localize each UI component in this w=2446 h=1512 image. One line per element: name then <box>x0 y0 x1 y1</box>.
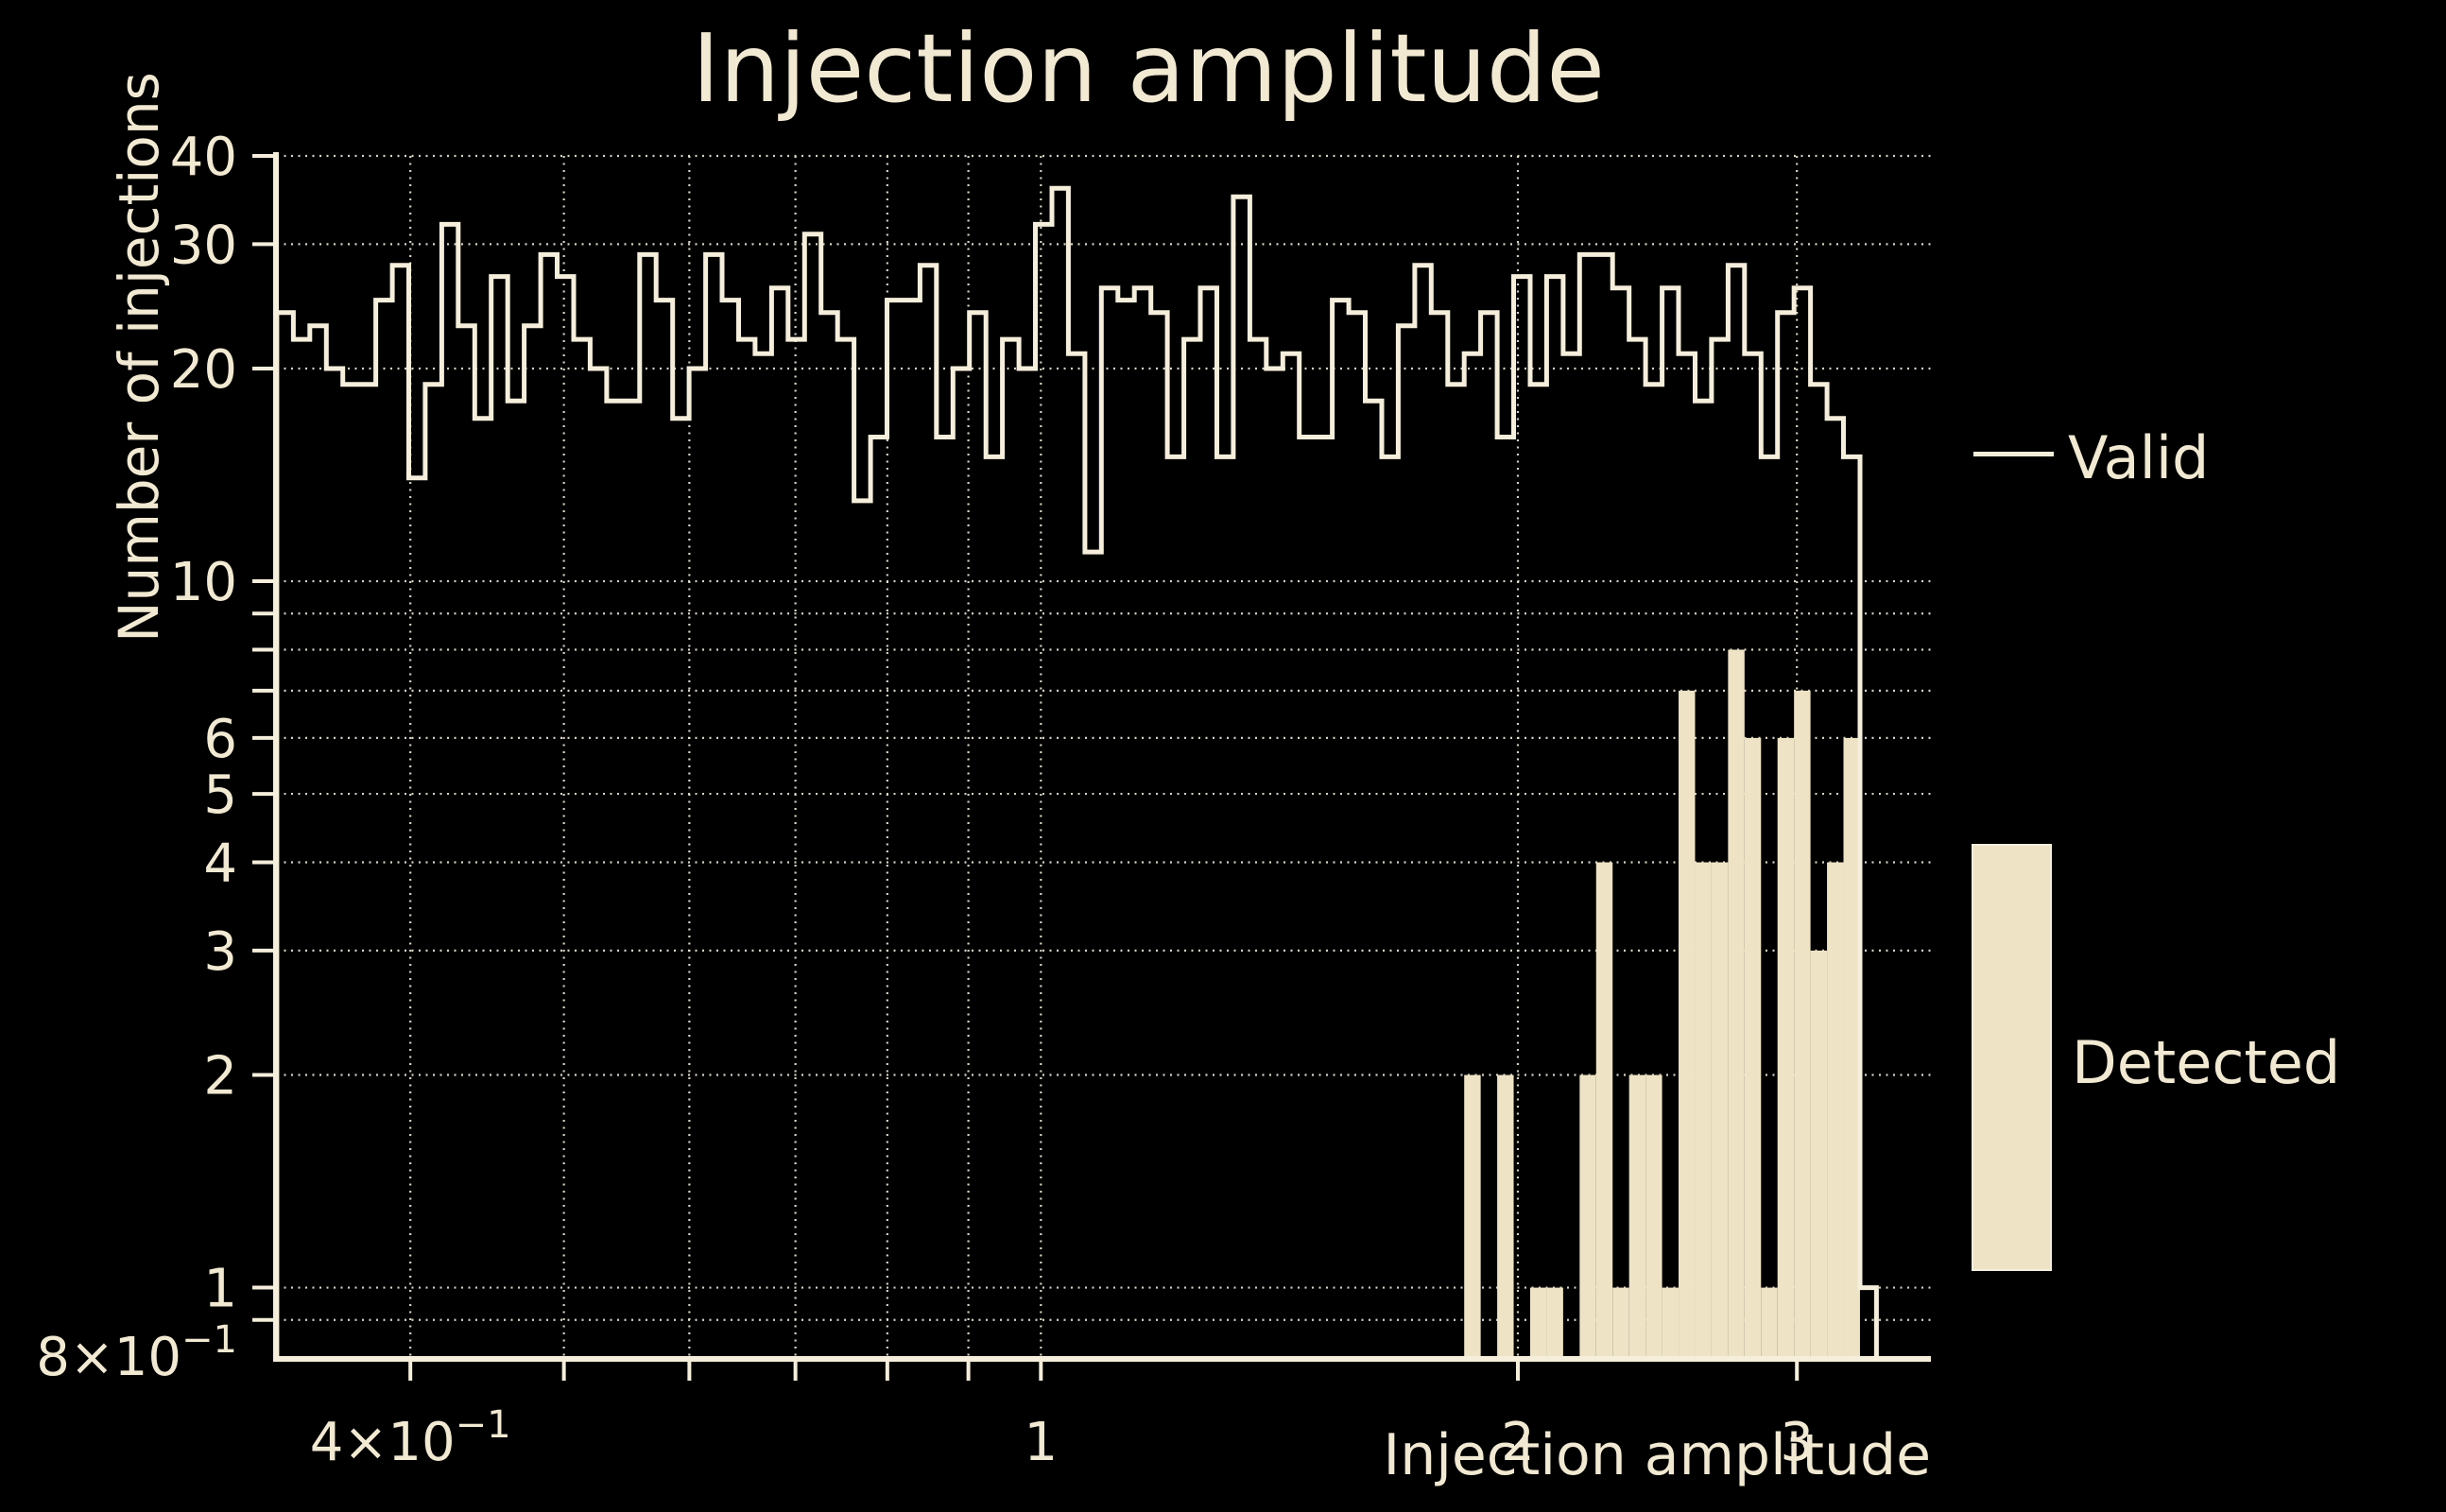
y-axis-title: Number of injections <box>107 72 171 643</box>
detected-bar <box>1628 1074 1646 1359</box>
detected-bar <box>1497 1074 1514 1359</box>
detected-bar <box>1695 862 1712 1359</box>
legend-detected-swatch <box>1972 844 2052 1271</box>
chart-title: Injection amplitude <box>692 13 1605 124</box>
detected-bar <box>1827 862 1844 1359</box>
legend-valid-label: Valid <box>2068 423 2210 492</box>
detected-bar <box>1794 690 1811 1359</box>
x-tick-label: 4×10−1 <box>310 1403 511 1473</box>
detected-bar <box>1761 1287 1778 1359</box>
y-tick-label: 40 <box>170 127 237 188</box>
y-tick-label: 1 <box>203 1259 237 1320</box>
detected-bar <box>1810 950 1828 1359</box>
detected-bar <box>1645 1074 1662 1359</box>
x-tick-label: 3 <box>1780 1412 1814 1473</box>
legend-detected-label: Detected <box>2072 1028 2341 1097</box>
x-tick-label: 1 <box>1024 1412 1058 1473</box>
detected-bar <box>1579 1074 1596 1359</box>
y-tick-label: 8×10−1 <box>36 1318 237 1388</box>
y-tick-label: 4 <box>203 833 237 895</box>
detected-bar <box>1546 1287 1563 1359</box>
detected-bar <box>1595 862 1613 1359</box>
y-tick-label: 5 <box>203 765 237 826</box>
y-tick-label: 6 <box>203 709 237 770</box>
detected-bar <box>1843 737 1860 1359</box>
legend-valid-line-swatch <box>1973 452 2054 456</box>
detected-bar <box>1529 1287 1547 1359</box>
y-tick-label: 3 <box>203 921 237 983</box>
x-axis-title: Injection amplitude <box>1383 1422 1932 1488</box>
detected-bar <box>1612 1287 1629 1359</box>
detected-bar <box>1711 862 1729 1359</box>
detected-bar <box>1728 649 1745 1359</box>
detected-bar <box>1662 1287 1679 1359</box>
detected-bar <box>1679 690 1696 1359</box>
y-tick-label: 30 <box>170 215 237 276</box>
y-tick-label: 20 <box>170 339 237 401</box>
valid-step-line <box>274 185 1879 1358</box>
x-tick-label: 2 <box>1501 1412 1535 1473</box>
detected-bar <box>1464 1074 1481 1359</box>
y-tick-label: 2 <box>203 1046 237 1108</box>
detected-bar <box>1777 737 1795 1359</box>
y-tick-label: 10 <box>170 552 237 613</box>
detected-bar <box>1744 737 1762 1359</box>
